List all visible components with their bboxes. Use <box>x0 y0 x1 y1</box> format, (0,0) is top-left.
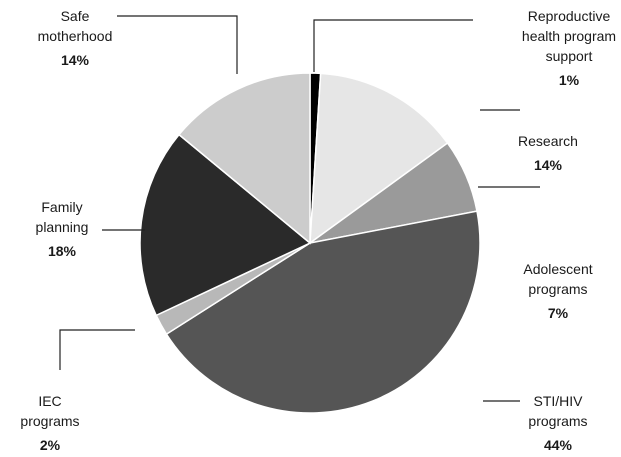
slice-label-1: Reproductive health program support 1% <box>522 8 616 88</box>
slice-label-line: support <box>546 48 593 64</box>
pie-slice-4 <box>165 210 481 414</box>
slice-value-label: 18% <box>48 243 77 259</box>
slice-value-label: 44% <box>544 437 573 453</box>
slice-value-label: 2% <box>40 437 61 453</box>
pie-slices <box>139 72 481 414</box>
slice-label-line: motherhood <box>38 28 113 44</box>
slice-label-6: Family planning 18% <box>36 199 89 259</box>
leader-lines <box>59 15 540 402</box>
slice-label-7: Safe motherhood 14% <box>38 8 113 68</box>
slice-label-line: Adolescent <box>523 261 592 277</box>
slice-label-line: programs <box>528 413 587 429</box>
slice-value-label: 7% <box>548 305 569 321</box>
slice-value-label: 1% <box>559 72 580 88</box>
slice-label-line: health program <box>522 28 616 44</box>
slice-value-label: 14% <box>61 52 90 68</box>
slice-label-line: STI/HIV <box>533 393 583 409</box>
slice-label-3: Adolescent programs 7% <box>523 261 592 321</box>
slice-label-line: Research <box>518 133 578 149</box>
slice-label-line: programs <box>20 413 79 429</box>
slice-label-line: Reproductive <box>528 8 611 24</box>
pie-slice-6 <box>139 133 312 317</box>
slice-label-line: Safe <box>61 8 90 24</box>
slice-label-line: programs <box>528 281 587 297</box>
slice-label-line: Family <box>41 199 82 215</box>
slice-value-label: 14% <box>534 157 563 173</box>
slice-label-line: IEC <box>38 393 61 409</box>
slice-label-4: STI/HIV programs 44% <box>528 393 587 453</box>
pie-slice-2 <box>309 72 449 245</box>
leader-line-5 <box>59 329 135 370</box>
pie-slice-7 <box>177 72 311 245</box>
slice-label-2: Research 14% <box>518 133 578 173</box>
slice-labels: Reproductive health program support 1% Resea… <box>20 8 616 453</box>
leader-line-7 <box>117 15 238 74</box>
leader-line-1 <box>313 19 473 72</box>
slice-label-line: planning <box>36 219 89 235</box>
slice-label-5: IEC programs 2% <box>20 393 79 453</box>
